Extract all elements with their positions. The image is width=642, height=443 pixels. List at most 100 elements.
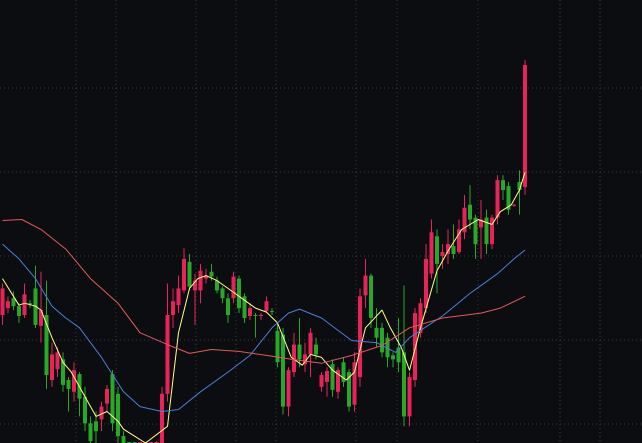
candle-body bbox=[275, 330, 280, 363]
candle bbox=[0, 283, 5, 325]
candle bbox=[121, 431, 126, 443]
candle bbox=[347, 369, 351, 412]
candle-body bbox=[17, 306, 21, 317]
candle-body bbox=[281, 334, 285, 407]
candle bbox=[259, 313, 263, 320]
candle bbox=[325, 367, 329, 397]
candle bbox=[171, 288, 175, 328]
candle bbox=[495, 175, 500, 225]
candle bbox=[303, 342, 307, 373]
candle bbox=[418, 298, 423, 338]
candle bbox=[220, 286, 225, 304]
candle-body bbox=[11, 298, 16, 307]
candle bbox=[50, 342, 54, 387]
ma-short-line bbox=[2, 172, 526, 443]
candle-body bbox=[484, 217, 489, 245]
candle-body bbox=[308, 332, 313, 355]
candle bbox=[160, 386, 164, 443]
candle-body bbox=[248, 308, 252, 317]
candle-body bbox=[242, 296, 247, 318]
candle bbox=[292, 332, 296, 378]
candle bbox=[182, 248, 186, 294]
candle-body bbox=[297, 344, 302, 360]
candle-body bbox=[374, 327, 379, 338]
candle bbox=[83, 386, 87, 432]
candle-body bbox=[391, 355, 395, 360]
candle bbox=[424, 244, 428, 314]
candle-body bbox=[226, 298, 230, 316]
candle bbox=[66, 377, 71, 412]
candle bbox=[440, 244, 445, 269]
candle-body bbox=[44, 315, 49, 376]
candle-body bbox=[363, 275, 368, 296]
candle bbox=[358, 288, 362, 387]
candle-body bbox=[176, 288, 181, 306]
candle bbox=[308, 327, 313, 378]
candle-body bbox=[105, 388, 109, 404]
candle-body bbox=[429, 232, 434, 274]
moving-average-lines bbox=[2, 172, 526, 443]
candle-body bbox=[303, 354, 307, 365]
candle-body bbox=[325, 371, 329, 382]
candle bbox=[523, 60, 527, 195]
candle-body bbox=[341, 362, 346, 382]
candle bbox=[297, 317, 302, 368]
candle bbox=[446, 229, 450, 264]
candle-body bbox=[121, 436, 126, 443]
candle bbox=[473, 214, 478, 259]
candle bbox=[270, 308, 274, 316]
candle-body bbox=[55, 352, 60, 370]
candle-body bbox=[424, 258, 428, 309]
candle bbox=[242, 293, 247, 323]
candle bbox=[435, 229, 439, 294]
candle-body bbox=[253, 315, 258, 317]
candle-body bbox=[237, 278, 241, 309]
candle bbox=[319, 372, 324, 392]
candle-body bbox=[462, 207, 467, 233]
candle bbox=[231, 271, 236, 304]
candle bbox=[275, 322, 280, 368]
candle bbox=[429, 219, 434, 279]
candle-body bbox=[380, 327, 384, 353]
candle bbox=[6, 296, 10, 314]
candle bbox=[77, 372, 82, 417]
candle bbox=[484, 209, 489, 254]
candle bbox=[369, 273, 373, 328]
candle bbox=[215, 276, 219, 294]
candle-body bbox=[523, 64, 527, 188]
candle bbox=[110, 370, 115, 432]
candle bbox=[407, 372, 412, 427]
candle-body bbox=[99, 406, 104, 420]
candle bbox=[517, 170, 522, 215]
candle-body bbox=[193, 280, 197, 291]
candle bbox=[44, 280, 49, 389]
candle-body bbox=[198, 270, 203, 291]
candle bbox=[17, 303, 21, 323]
candle-body bbox=[88, 423, 93, 442]
candle-body bbox=[512, 204, 516, 206]
candle-body bbox=[204, 275, 208, 279]
candle-body bbox=[451, 246, 456, 254]
candle-body bbox=[215, 280, 219, 291]
candle bbox=[479, 199, 483, 259]
candle bbox=[61, 352, 65, 392]
candle-body bbox=[182, 258, 186, 291]
candle-body bbox=[490, 217, 494, 245]
candle bbox=[380, 322, 384, 358]
candle bbox=[253, 313, 258, 338]
candle-body bbox=[336, 370, 340, 392]
candle-body bbox=[165, 315, 170, 394]
candle bbox=[286, 367, 291, 417]
candle bbox=[341, 357, 346, 387]
candle bbox=[176, 275, 181, 314]
candle bbox=[39, 271, 43, 343]
candle-body bbox=[517, 182, 522, 190]
candle bbox=[88, 416, 93, 443]
candle-body bbox=[369, 275, 373, 318]
candle-body bbox=[495, 180, 500, 218]
candle-body bbox=[396, 347, 401, 363]
candle-body bbox=[110, 374, 115, 424]
candle-body bbox=[506, 186, 511, 210]
candle-body bbox=[435, 236, 439, 264]
